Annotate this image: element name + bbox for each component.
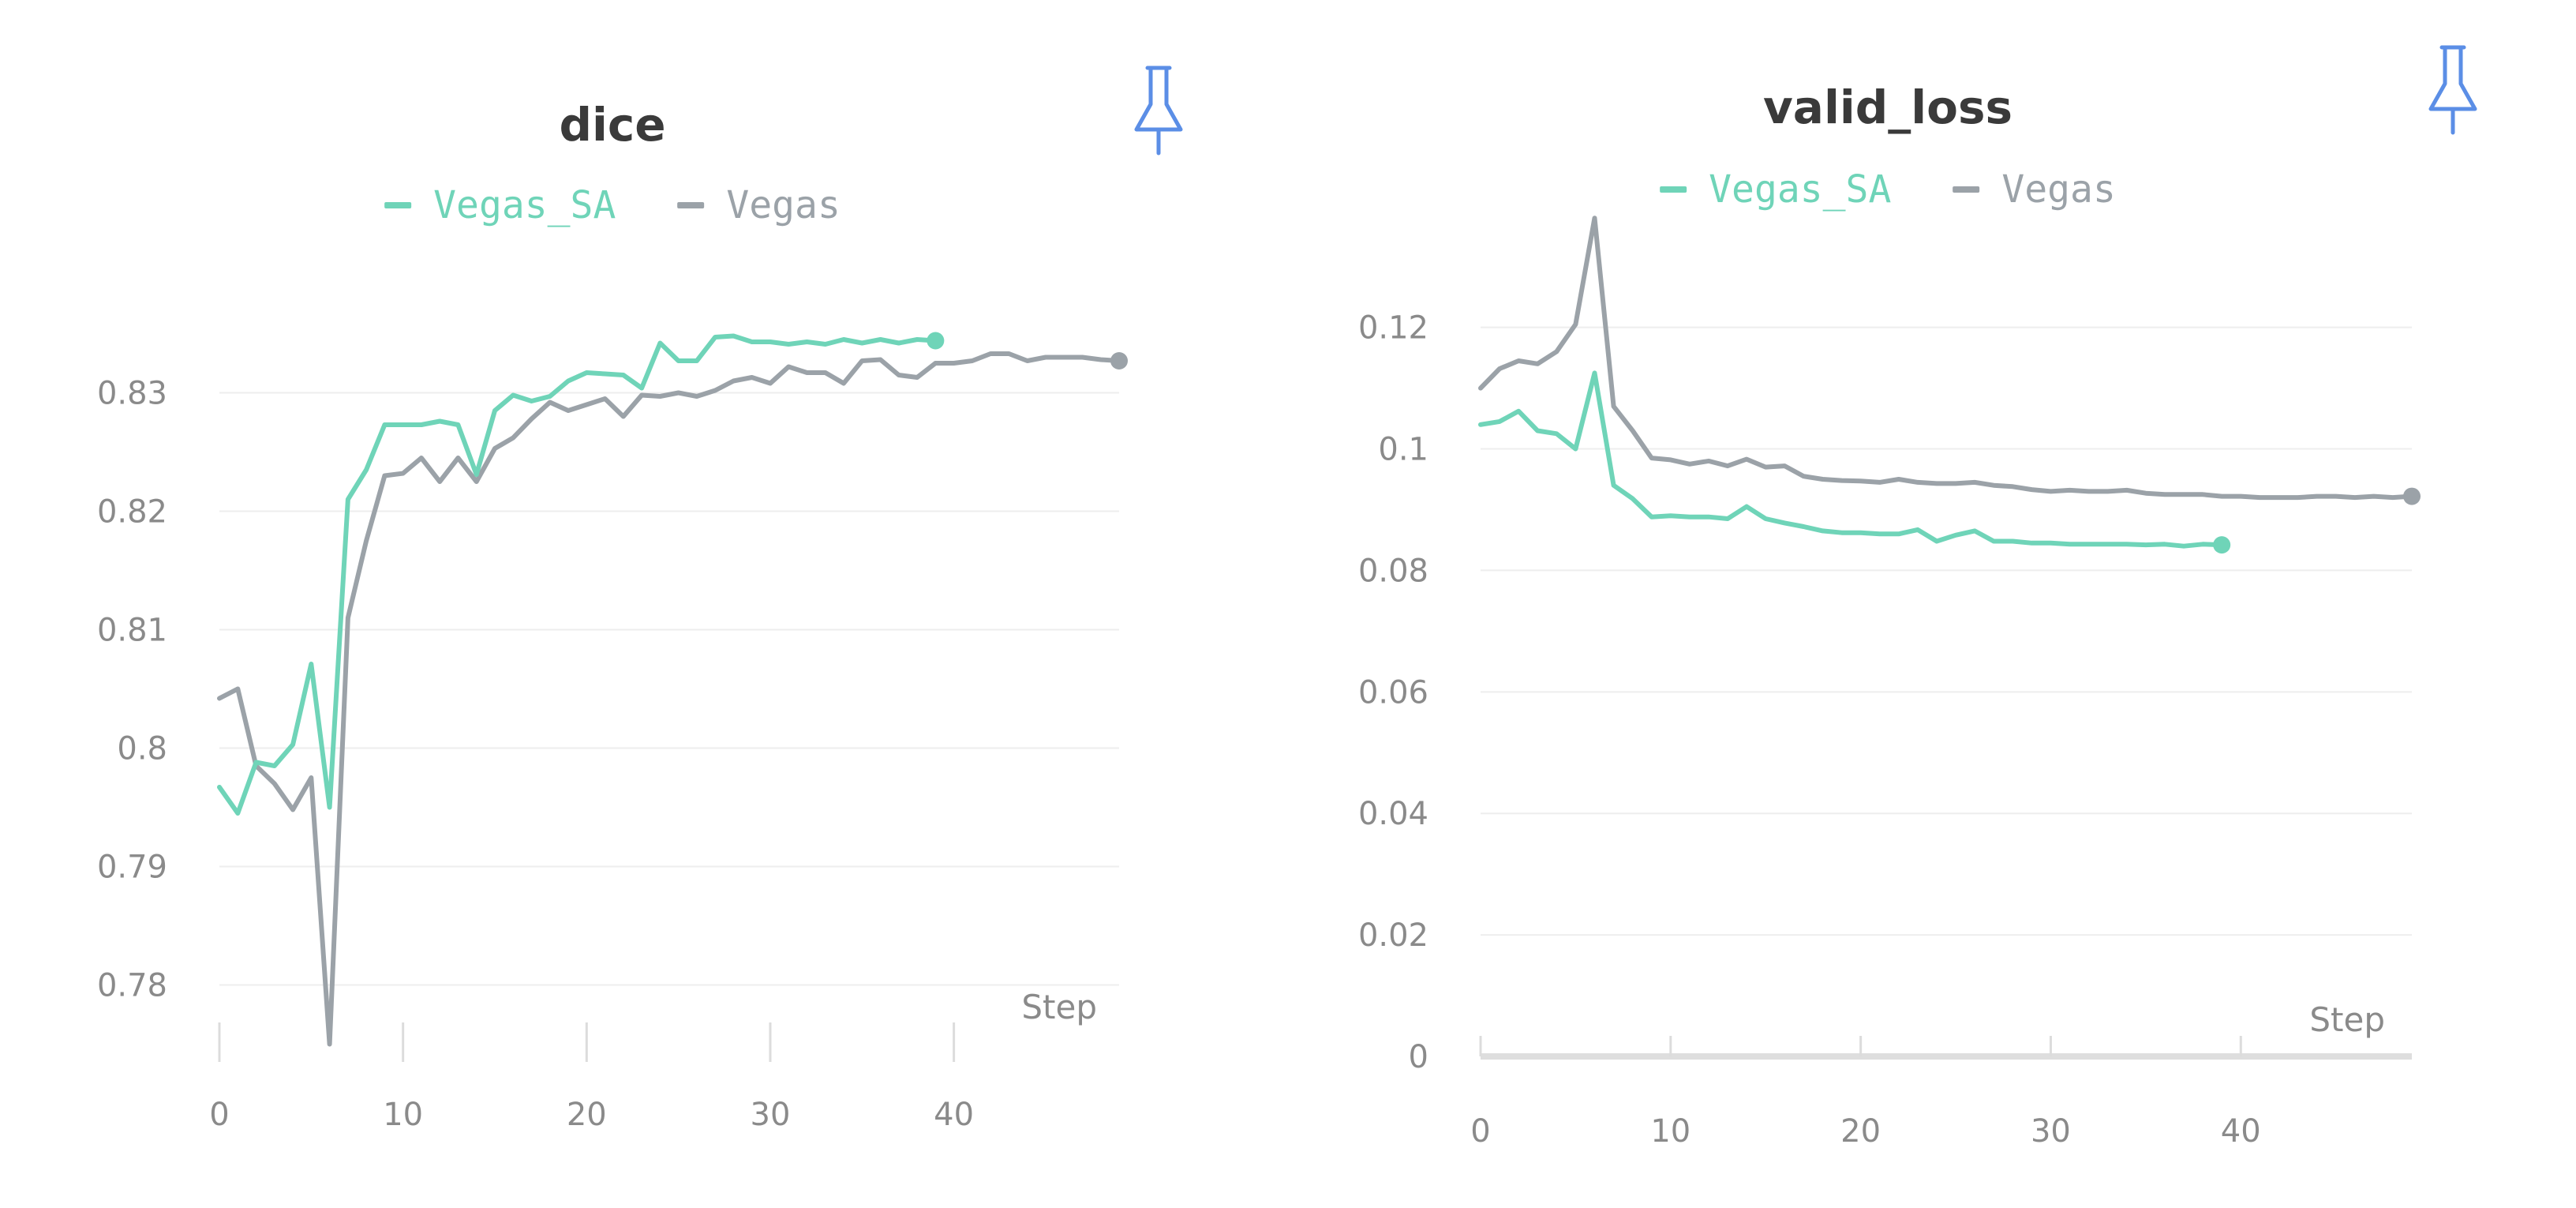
x-tick-label: 40: [934, 1097, 974, 1133]
dice-panel: 0.78 0.79 0.8 0.81 0.82 0.83 0 10 20 30 40 Step dic…: [0, 0, 1231, 1208]
y-tick-label: 0.06: [1358, 674, 1428, 711]
valid-loss-panel: 0 0.02 0.04 0.06 0.08 0.1 0.12 0 10 20 30 40 Step va…: [1288, 0, 2576, 1208]
legend-label: Vegas_SA: [433, 183, 616, 227]
chart-legend: Vegas_SA Vegas: [1660, 167, 2116, 212]
y-tick-label: 0.78: [97, 968, 167, 1004]
valid-loss-chart: 0 0.02 0.04 0.06 0.08 0.1 0.12 0 10 20 30 40 Step: [1358, 216, 2421, 1150]
x-tick-label: 0: [209, 1097, 229, 1133]
legend-swatch: [384, 202, 412, 208]
pin-icon[interactable]: [2424, 43, 2481, 137]
x-axis-label: Step: [2309, 1000, 2385, 1039]
series-line-vegas-sa: [1478, 370, 2225, 549]
pin-icon[interactable]: [1130, 63, 1187, 158]
series-endpoint-vegas: [1110, 352, 1128, 370]
series-endpoint-vegas: [2403, 487, 2421, 505]
legend-label: Vegas: [726, 183, 841, 227]
y-tick-label: 0.8: [117, 731, 167, 767]
y-tick-label: 0: [1409, 1039, 1428, 1075]
y-tick-label: 0.1: [1378, 432, 1428, 468]
y-tick-label: 0.08: [1358, 553, 1428, 589]
chart-legend: Vegas_SA Vegas: [384, 183, 841, 227]
dice-chart: 0.78 0.79 0.8 0.81 0.82 0.83 0 10 20 30 40 Step: [97, 332, 1128, 1133]
series-endpoint-vegas-sa: [2213, 536, 2231, 554]
y-tick-label: 0.04: [1358, 796, 1428, 832]
chart-title: dice: [559, 98, 666, 152]
legend-item-vegas-sa[interactable]: Vegas_SA: [384, 183, 616, 227]
y-tick-label: 0.79: [97, 850, 167, 886]
x-tick-label: 0: [1470, 1113, 1490, 1150]
y-tick-label: 0.81: [97, 613, 167, 649]
x-axis-label: Step: [1021, 988, 1097, 1026]
series-line-vegas: [217, 351, 1121, 1047]
legend-swatch: [1953, 186, 1980, 193]
x-tick-label: 30: [751, 1097, 791, 1133]
chart-title: valid_loss: [1763, 81, 2012, 134]
series-endpoint-vegas-sa: [927, 332, 945, 350]
x-tick-label: 10: [1650, 1113, 1690, 1150]
legend-swatch: [1660, 186, 1687, 193]
legend-label: Vegas: [2001, 167, 2116, 212]
x-tick-label: 20: [567, 1097, 607, 1133]
y-tick-label: 0.82: [97, 494, 167, 531]
legend-item-vegas[interactable]: Vegas: [677, 183, 841, 227]
y-tick-label: 0.12: [1358, 310, 1428, 347]
x-tick-label: 40: [2221, 1113, 2261, 1150]
legend-item-vegas-sa[interactable]: Vegas_SA: [1660, 167, 1891, 212]
y-tick-label: 0.83: [97, 376, 167, 412]
series-line-vegas: [1478, 216, 2414, 501]
legend-swatch: [677, 202, 705, 208]
x-tick-label: 20: [1840, 1113, 1881, 1150]
series-line-vegas-sa: [217, 333, 938, 816]
y-tick-label: 0.02: [1358, 917, 1428, 954]
x-tick-label: 30: [2031, 1113, 2071, 1150]
legend-label: Vegas_SA: [1709, 167, 1892, 212]
x-tick-label: 10: [383, 1097, 423, 1133]
legend-item-vegas[interactable]: Vegas: [1953, 167, 2116, 212]
